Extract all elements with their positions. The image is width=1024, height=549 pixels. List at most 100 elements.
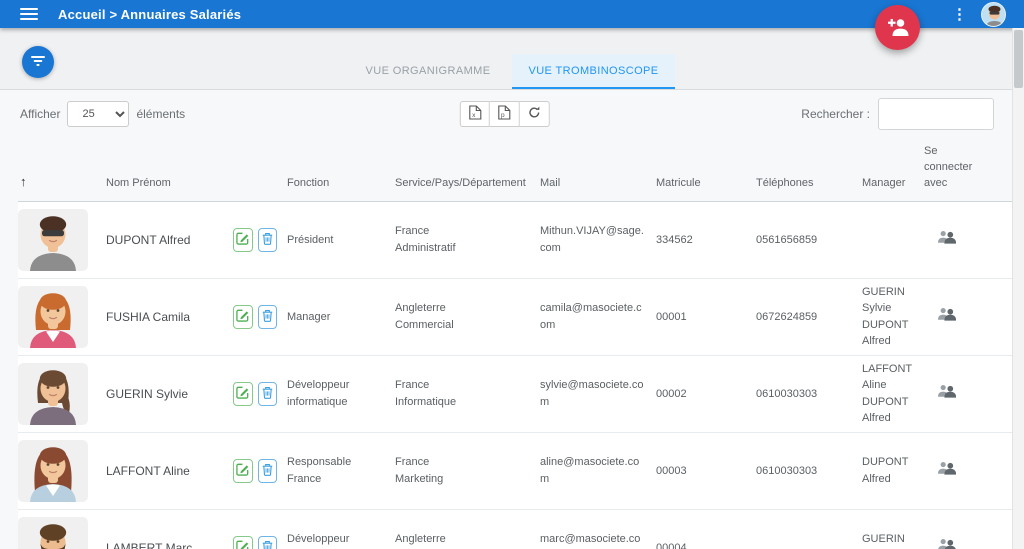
header-matricule[interactable]: Matricule	[656, 176, 701, 189]
table-row: GUERIN Sylvie Développeur informatique Fr…	[18, 355, 1024, 433]
employee-avatar	[18, 362, 88, 425]
employee-telephone: 0672624859	[756, 310, 818, 323]
header-fonction[interactable]: Fonction	[287, 176, 330, 189]
employee-mail: Mithun.VIJAY@sage.com	[540, 225, 644, 254]
employee-avatar	[18, 516, 88, 549]
trash-icon	[262, 386, 273, 402]
tab-vue-organigramme[interactable]: VUE ORGANIGRAMME	[365, 65, 491, 77]
toolbar-band: VUE ORGANIGRAMME VUE TROMBINOSCOPE	[0, 28, 1024, 90]
two-people-icon	[937, 307, 956, 327]
delete-button[interactable]	[257, 458, 277, 483]
sort-indicator[interactable]: ↑	[20, 173, 27, 189]
trash-icon	[262, 309, 273, 325]
user-avatar[interactable]	[981, 1, 1006, 27]
table-body: DUPONT Alfred Président France Administrat…	[18, 201, 1024, 549]
connect-with-button[interactable]	[924, 461, 968, 481]
page-length-label-before: Afficher	[20, 107, 61, 121]
employee-fonction: Président	[287, 233, 334, 246]
connect-cell	[924, 538, 978, 549]
filter-button[interactable]	[22, 46, 54, 78]
connect-cell	[924, 307, 978, 327]
scrollbar-thumb[interactable]	[1014, 30, 1023, 88]
export-button-group: x p	[459, 101, 550, 127]
page-length-select[interactable]: 25	[67, 101, 130, 127]
delete-button[interactable]	[257, 535, 277, 549]
employee-fonction: Responsable France	[287, 456, 352, 485]
employee-avatar	[18, 439, 88, 502]
delete-button[interactable]	[257, 381, 277, 406]
hamburger-menu-icon[interactable]	[20, 8, 38, 20]
add-employee-button[interactable]	[875, 5, 920, 50]
edit-button[interactable]	[233, 458, 253, 483]
header-manager[interactable]: Manager	[862, 176, 906, 189]
header-nom-prenom[interactable]: Nom Prénom	[106, 176, 171, 189]
row-actions	[233, 304, 287, 329]
employee-matricule: 334562	[656, 233, 693, 246]
delete-button[interactable]	[257, 304, 277, 329]
trash-icon	[262, 232, 273, 248]
employees-table: ↑ Nom Prénom Fonction Service/Pays/Dépar…	[0, 138, 1024, 549]
two-people-icon	[937, 230, 956, 250]
employee-mail: sylvie@masociete.com	[540, 379, 644, 408]
employee-telephone: 0561656859	[756, 233, 818, 246]
employee-photo-cell	[18, 202, 106, 278]
employee-matricule: 00001	[656, 310, 687, 323]
pdf-export-button[interactable]: p	[489, 101, 520, 127]
row-actions	[233, 227, 287, 252]
two-people-icon	[937, 538, 956, 549]
connect-with-button[interactable]	[924, 307, 968, 327]
employee-avatar	[18, 208, 88, 271]
table-row: LAFFONT Aline Responsable France France Ma…	[18, 432, 1024, 510]
excel-export-button[interactable]: x	[459, 101, 490, 127]
edit-button[interactable]	[233, 381, 253, 406]
search-input[interactable]	[878, 98, 994, 130]
employee-fonction: Développeur informatique	[287, 379, 350, 408]
employee-service: France Marketing	[395, 456, 444, 485]
edit-icon	[236, 309, 249, 325]
employee-name: FUSHIA Camila	[106, 309, 191, 324]
employee-fonction: Manager	[287, 310, 331, 323]
edit-button[interactable]	[233, 535, 253, 549]
trash-icon	[262, 540, 273, 549]
table-row: LAMBERT Marc Développeur informatique Ang…	[18, 509, 1024, 549]
connect-with-button[interactable]	[924, 384, 968, 404]
edit-button[interactable]	[233, 304, 253, 329]
tab-vue-trombinoscope[interactable]: VUE TROMBINOSCOPE	[512, 54, 675, 89]
header-mail[interactable]: Mail	[540, 176, 561, 189]
breadcrumb: Accueil > Annuaires Salariés	[58, 6, 242, 22]
trash-icon	[262, 463, 273, 479]
edit-button[interactable]	[233, 227, 253, 252]
employee-telephone: 0610030303	[756, 387, 818, 400]
employee-mail: marc@masociete.com	[540, 533, 641, 546]
row-actions	[233, 381, 287, 406]
edit-icon	[236, 540, 249, 549]
refresh-icon	[528, 106, 541, 122]
delete-button[interactable]	[257, 227, 277, 252]
person-add-icon	[886, 17, 910, 39]
pdf-file-icon: p	[498, 105, 511, 123]
employee-manager: LAFFONT Aline DUPONT Alfred	[862, 362, 912, 425]
employee-matricule: 00004	[656, 541, 687, 549]
header-service[interactable]: Service/Pays/Département	[395, 176, 526, 189]
header-se-connecter[interactable]: Se connecter avec	[924, 145, 973, 189]
edit-icon	[236, 232, 249, 248]
connect-cell	[924, 384, 978, 404]
connect-with-button[interactable]	[924, 538, 968, 549]
employee-service: Angleterre Commercial	[395, 302, 454, 331]
employee-mail: camila@masociete.com	[540, 302, 642, 331]
employee-service: AngleterreInformatique	[395, 533, 446, 546]
table-row: FUSHIA Camila Manager Angleterre Commercia…	[18, 278, 1024, 356]
connect-cell	[924, 461, 978, 481]
row-actions	[233, 458, 287, 483]
employee-matricule: 00002	[656, 387, 687, 400]
two-people-icon	[937, 384, 956, 404]
connect-with-button[interactable]	[924, 230, 968, 250]
employee-name: LAMBERT Marc	[106, 540, 193, 549]
employee-manager: GUERIN Sylvie DUPONT Alfred	[862, 285, 909, 348]
search-label: Rechercher :	[801, 107, 870, 121]
header-telephones[interactable]: Téléphones	[756, 176, 814, 189]
overflow-menu-icon[interactable]: ⋮	[952, 5, 967, 23]
app-bar: Accueil > Annuaires Salariés ⋮	[0, 0, 1024, 50]
refresh-button[interactable]	[519, 101, 550, 127]
vertical-scrollbar[interactable]	[1012, 28, 1024, 549]
